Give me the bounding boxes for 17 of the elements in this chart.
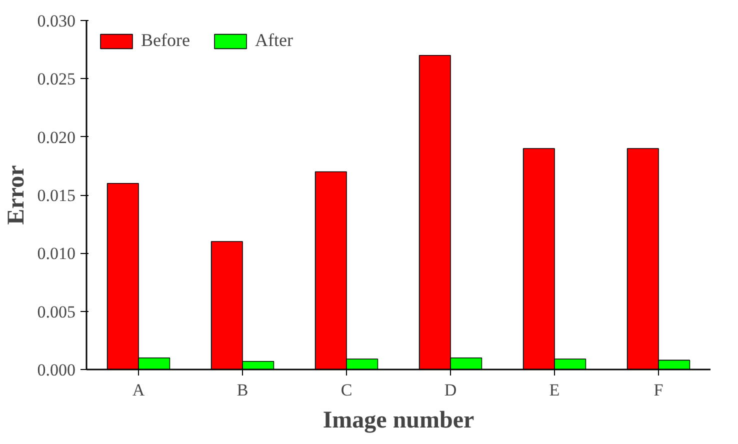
y-tick-label: 0.000	[37, 360, 76, 380]
legend-label: After	[254, 30, 293, 51]
y-tick-label: 0.005	[37, 302, 76, 322]
x-tick-label: D	[444, 380, 457, 400]
x-tick-label: E	[549, 380, 560, 400]
legend-label: Before	[141, 30, 190, 51]
x-tick-label: C	[340, 380, 352, 400]
y-tick-label: 0.020	[37, 128, 76, 147]
x-tick-label: B	[236, 380, 248, 400]
x-tick-label: A	[132, 380, 146, 400]
y-tick-label: 0.030	[37, 12, 76, 30]
y-tick-label: 0.015	[37, 186, 76, 205]
y-tick-label: 0.025	[37, 70, 76, 89]
y-axis-title: Error	[3, 164, 30, 225]
y-tick-label: 0.010	[37, 244, 76, 264]
x-tick-label: F	[654, 380, 664, 400]
x-axis-title: Image number	[322, 408, 475, 434]
